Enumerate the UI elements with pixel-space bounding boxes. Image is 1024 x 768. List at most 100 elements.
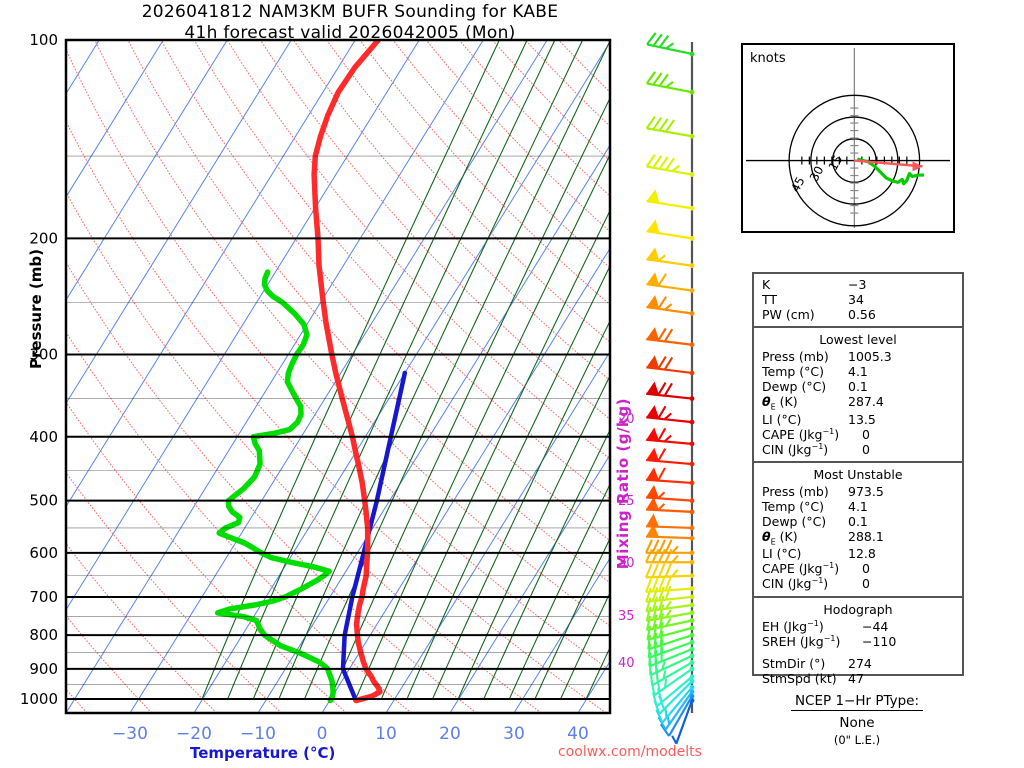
wind-barb-120 [645, 71, 695, 95]
wind-barb-180 [646, 189, 695, 211]
mu-dewp-label: Dewp (°C) [762, 513, 827, 529]
temperature-tick-0: 0 [317, 724, 328, 744]
lowest-thetae-label: θE (K) [762, 394, 798, 412]
lowest-press-label: Press (mb) [762, 349, 829, 364]
pressure-tick-700: 700 [29, 588, 58, 606]
wind-barb-320 [646, 355, 695, 376]
mu-cape: CAPE (Jkg−1) 0 [754, 561, 962, 576]
lowest-cin-label: CIN (Jkg−1) [762, 441, 829, 457]
most-unstable-section: Most Unstable Press (mb) 973.5 Temp (°C)… [754, 463, 962, 598]
pressure-tick-1000: 1000 [20, 690, 58, 708]
most-unstable-heading: Most Unstable [813, 466, 903, 482]
mu-press-label: Press (mb) [762, 483, 829, 499]
trace-temperature [311, 40, 383, 704]
wind-barb-160 [645, 154, 695, 177]
lowest-thetae-value: 287.4 [848, 394, 884, 409]
mixing-ratio-axis-label: Mixing Ratio (g/kg) [614, 398, 632, 570]
hodograph-trace [856, 157, 924, 186]
mu-li-value: 12.8 [848, 546, 876, 562]
lowest-temp: Temp (°C) 4.1 [754, 364, 962, 379]
wind-barb-520 [646, 496, 695, 515]
lowest-press-value: 1005.3 [848, 349, 892, 364]
hodograph-storm-motion-arrow [854, 159, 923, 168]
stat-stmspd: StmSpd (kt) 47 [754, 671, 962, 686]
stat-sreh-label: SREH (Jkg−1) [762, 633, 841, 649]
wind-barb-720 [645, 595, 695, 613]
pressure-tick-900: 900 [29, 660, 58, 678]
lowest-temp-value: 4.1 [848, 364, 868, 379]
mu-temp: Temp (°C) 4.1 [754, 499, 962, 514]
pressure-tick-500: 500 [29, 492, 58, 510]
lowest-thetae: θE (K) 287.4 [754, 394, 962, 412]
temperature-tick--10: −10 [240, 724, 276, 744]
wind-barb-500 [646, 484, 695, 504]
mu-press: Press (mb) 973.5 [754, 484, 962, 499]
lowest-press: Press (mb) 1005.3 [754, 349, 962, 364]
wind-barb-600 [645, 539, 695, 556]
wind-barb-820 [647, 639, 695, 660]
lowest-dewp-value: 0.1 [848, 379, 868, 394]
mu-li-label: LI (°C) [762, 546, 802, 562]
chart-title: 2026041812 NAM3KM BUFR Sounding for KABE… [0, 2, 700, 44]
ptype-value: None [839, 715, 875, 731]
wind-barb-140 [645, 115, 695, 139]
mu-cape-label: CAPE (Jkg−1) [762, 561, 840, 577]
hodograph-stats-heading: Hodograph [823, 601, 893, 617]
temperature-tick-30: 30 [503, 724, 525, 744]
wind-barb-220 [646, 247, 695, 269]
right-axis-label-20: 20 [618, 412, 635, 427]
ptype-heading: NCEP 1−Hr PType: [790, 693, 924, 711]
index-k-label: K [762, 277, 771, 292]
index-tt-value: 34 [848, 292, 864, 307]
wind-barb-260 [646, 295, 695, 316]
index-k: K −3 [754, 277, 962, 292]
mu-cin-value: 0 [862, 576, 870, 592]
temperature-tick-20: 20 [439, 724, 461, 744]
lowest-level-section: Lowest level Press (mb) 1005.3 Temp (°C)… [754, 328, 962, 463]
index-tt-label: TT [762, 292, 778, 307]
mu-cin-label: CIN (Jkg−1) [762, 576, 829, 592]
wind-barb-700 [645, 585, 695, 603]
indices-section: K −3 TT 34 PW (cm) 0.56 [754, 274, 962, 328]
wind-barb-960 [655, 684, 695, 724]
lowest-li-value: 13.5 [848, 411, 876, 427]
trace-dewpoint [214, 269, 336, 704]
stat-sreh: SREH (Jkg−1) −110 [754, 634, 962, 649]
wind-barb-550 [645, 513, 695, 531]
pressure-tick-800: 800 [29, 626, 58, 644]
hodograph-stats-section: Hodograph EH (Jkg−1) −44 SREH (Jkg−1) −1… [754, 598, 962, 690]
lowest-cin: CIN (Jkg−1) 0 [754, 442, 962, 457]
trace-parcel-wetbulb [340, 370, 408, 703]
stat-eh-value: −44 [862, 618, 889, 634]
lowest-cin-value: 0 [862, 441, 870, 457]
lowest-level-heading: Lowest level [819, 332, 897, 347]
sounding-info-panel: K −3 TT 34 PW (cm) 0.56 Lowest level Pre… [752, 272, 964, 686]
hodograph-ring-label-45: 45 [788, 175, 808, 195]
lowest-cape-label: CAPE (Jkg−1) [762, 426, 840, 442]
temperature-tick-40: 40 [567, 724, 589, 744]
right-axis-label-40: 40 [618, 656, 635, 671]
pressure-tick-100: 100 [29, 31, 58, 49]
wind-barb-620 [645, 548, 695, 565]
stat-eh: EH (Jkg−1) −44 [754, 619, 962, 634]
mu-temp-value: 4.1 [848, 498, 868, 514]
lowest-cape: CAPE (Jkg−1) 0 [754, 427, 962, 442]
mu-cin: CIN (Jkg−1) 0 [754, 576, 962, 591]
temperature-tick--20: −20 [176, 724, 212, 744]
wind-barb-290 [646, 327, 695, 348]
right-axis-label-35: 35 [618, 609, 635, 624]
wind-barb-570 [645, 523, 695, 541]
right-axis-label-30: 30 [618, 556, 635, 571]
wind-barb-200 [646, 219, 695, 241]
wind-barb-240 [646, 272, 695, 293]
lowest-li: LI (°C) 13.5 [754, 412, 962, 427]
wind-barb-800 [647, 631, 695, 651]
mu-press-value: 973.5 [848, 483, 884, 499]
hodograph-ring-label-15: 15 [826, 153, 846, 173]
mu-dewp: Dewp (°C) 0.1 [754, 514, 962, 529]
mu-thetae-label: θE (K) [762, 528, 798, 547]
stat-sreh-value: −110 [862, 633, 897, 649]
wind-barb-440 [646, 447, 695, 467]
mu-thetae-value: 288.1 [848, 528, 884, 544]
hodograph-units-label: knots [750, 51, 786, 66]
